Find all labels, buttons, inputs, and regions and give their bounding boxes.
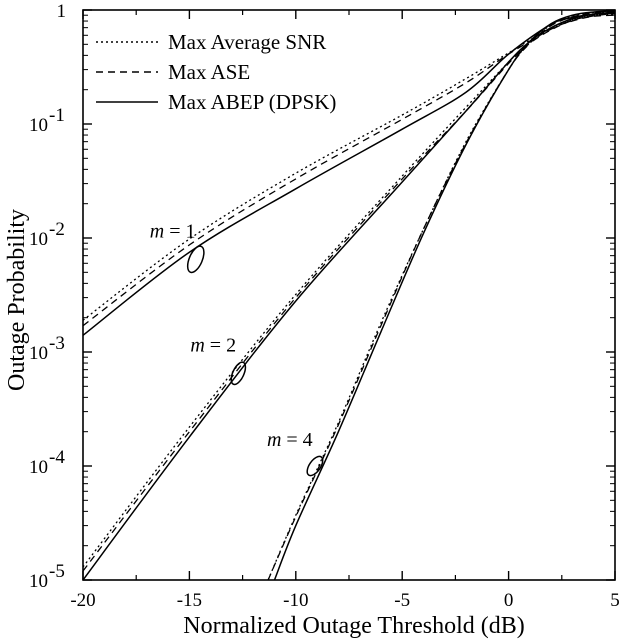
annotation-label: m = 2 bbox=[190, 334, 236, 356]
annotation-ellipse bbox=[230, 361, 247, 386]
y-tick-exponent: -4 bbox=[49, 447, 65, 468]
series-line-m2-dotted bbox=[83, 12, 615, 568]
annotation-variable: m bbox=[190, 334, 204, 356]
series-line-m2-solid bbox=[83, 11, 615, 580]
y-tick-exponent: -3 bbox=[49, 333, 65, 354]
series-line-m1-dashed bbox=[83, 14, 615, 327]
y-tick-label: 10 bbox=[29, 229, 48, 250]
x-tick-label: -5 bbox=[394, 590, 410, 611]
annotation-ellipse bbox=[306, 455, 324, 477]
y-tick-label: 10 bbox=[29, 571, 48, 592]
plot-frame bbox=[82, 9, 616, 581]
y-tick-exponent: -5 bbox=[49, 561, 65, 582]
annotation-ellipses bbox=[186, 245, 324, 477]
x-axis-title: Normalized Outage Threshold (dB) bbox=[183, 613, 524, 639]
x-tick-label: -10 bbox=[283, 590, 308, 611]
x-tick-label: -20 bbox=[70, 590, 95, 611]
x-tick-label: 0 bbox=[504, 590, 514, 611]
annotation-value: = 2 bbox=[205, 334, 236, 356]
y-tick-exponent: -1 bbox=[49, 105, 65, 126]
legend: Max Average SNR Max ASE Max ABEP (DPSK) bbox=[96, 30, 336, 114]
annotation-variable: m bbox=[267, 429, 281, 451]
series-layer bbox=[83, 10, 615, 580]
annotation-ellipse bbox=[186, 245, 205, 274]
annotation-label: m = 1 bbox=[150, 220, 196, 242]
y-tick-label: 10 bbox=[29, 343, 48, 364]
tick-labels: -20 -15 -10 -5 0 510 -510 -410 -310 -210 -11 bbox=[29, 1, 620, 611]
annotation-variable: m bbox=[150, 220, 164, 242]
y-tick-exponent: -2 bbox=[49, 219, 65, 240]
annotation-label: m = 4 bbox=[267, 429, 313, 451]
y-tick-label: 10 bbox=[29, 457, 48, 478]
x-tick-label: 5 bbox=[610, 590, 620, 611]
annotation-value: = 4 bbox=[281, 429, 312, 451]
y-tick-label: 1 bbox=[57, 1, 67, 22]
series-line-m1-solid bbox=[83, 12, 615, 336]
series-line-m2-dashed bbox=[83, 12, 615, 572]
legend-label: Max ABEP (DPSK) bbox=[168, 90, 336, 114]
annotation-value: = 1 bbox=[164, 220, 195, 242]
y-tick-label: 10 bbox=[29, 115, 48, 136]
axis-ticks bbox=[82, 9, 616, 581]
legend-label: Max ASE bbox=[168, 60, 250, 84]
x-tick-label: -15 bbox=[177, 590, 202, 611]
series-line-m4-dotted bbox=[267, 10, 615, 580]
y-axis-title: Outage Probability bbox=[4, 209, 30, 391]
legend-label: Max Average SNR bbox=[168, 30, 326, 54]
series-line-m4-solid bbox=[273, 10, 615, 580]
series-line-m4-dashed bbox=[267, 11, 615, 580]
series-line-m1-dotted bbox=[83, 13, 615, 321]
annotation-labels: m = 1m = 2m = 4 bbox=[150, 220, 313, 451]
